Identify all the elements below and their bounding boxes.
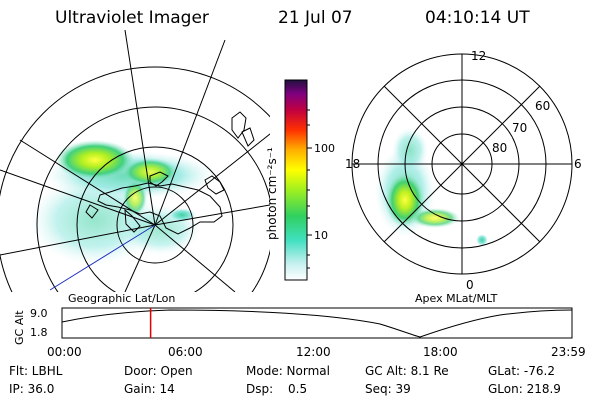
- altitude-curve: [61, 309, 573, 338]
- colorbar-tick-100: 100: [314, 142, 335, 155]
- mlt-label-0: 0: [466, 278, 474, 292]
- mlt-label-6: 6: [574, 157, 582, 171]
- time-tick-0600: 06:00: [168, 345, 203, 359]
- mlt-label-12: 12: [471, 49, 486, 63]
- gc-alt-info: GC Alt: 8.1 Re: [365, 364, 449, 378]
- imager-title: Ultraviolet Imager: [55, 8, 209, 28]
- mlat-label-80: 80: [492, 141, 507, 155]
- intensity-colorbar: 100 10 photon cm⁻²s⁻¹: [265, 79, 335, 281]
- colorbar-unit-label: photon cm⁻²s⁻¹: [265, 147, 279, 240]
- dsp-label: Dsp:: [246, 382, 274, 396]
- alt-ylabel: GC Alt: [13, 310, 26, 345]
- mlt-label-18: 18: [345, 157, 360, 171]
- aurora-bright-spot-geo: [55, 140, 135, 180]
- gain-info: Gain: 14: [124, 382, 175, 396]
- apex-panel-label: Apex MLat/MLT: [415, 292, 498, 305]
- filter-info: Flt: LBHL: [9, 364, 63, 378]
- observation-time: 04:10:14 UT: [425, 8, 530, 28]
- geographic-panel-label: Geographic Lat/Lon: [68, 292, 176, 305]
- mlat-label-60: 60: [535, 99, 550, 113]
- mode-info: Mode: Normal: [246, 364, 330, 378]
- altitude-timeline-plot: 9.0 1.8 GC Alt: [13, 307, 573, 345]
- apex-polar-plot: 12 18 6 0 60 70 80: [345, 49, 582, 292]
- ip-info: IP: 36.0: [9, 382, 55, 396]
- observation-date: 21 Jul 07: [278, 8, 353, 28]
- mlat-label-70: 70: [512, 121, 527, 135]
- antarctica-coastline: [85, 111, 255, 235]
- alt-ytick-low: 1.8: [30, 326, 48, 339]
- time-tick-1800: 18:00: [423, 345, 458, 359]
- colorbar-tick-10: 10: [314, 229, 328, 242]
- time-tick-2359: 23:59: [551, 345, 586, 359]
- door-info: Door: Open: [124, 364, 193, 378]
- glon-info: GLon: 218.9: [488, 382, 561, 396]
- alt-ytick-high: 9.0: [30, 307, 48, 320]
- seq-info: Seq: 39: [365, 382, 411, 396]
- glat-info: GLat: -76.2: [488, 364, 555, 378]
- time-tick-1200: 12:00: [296, 345, 331, 359]
- geographic-map: [0, 30, 270, 292]
- dsp-value: 0.5: [288, 382, 308, 396]
- time-tick-0000: 00:00: [47, 345, 82, 359]
